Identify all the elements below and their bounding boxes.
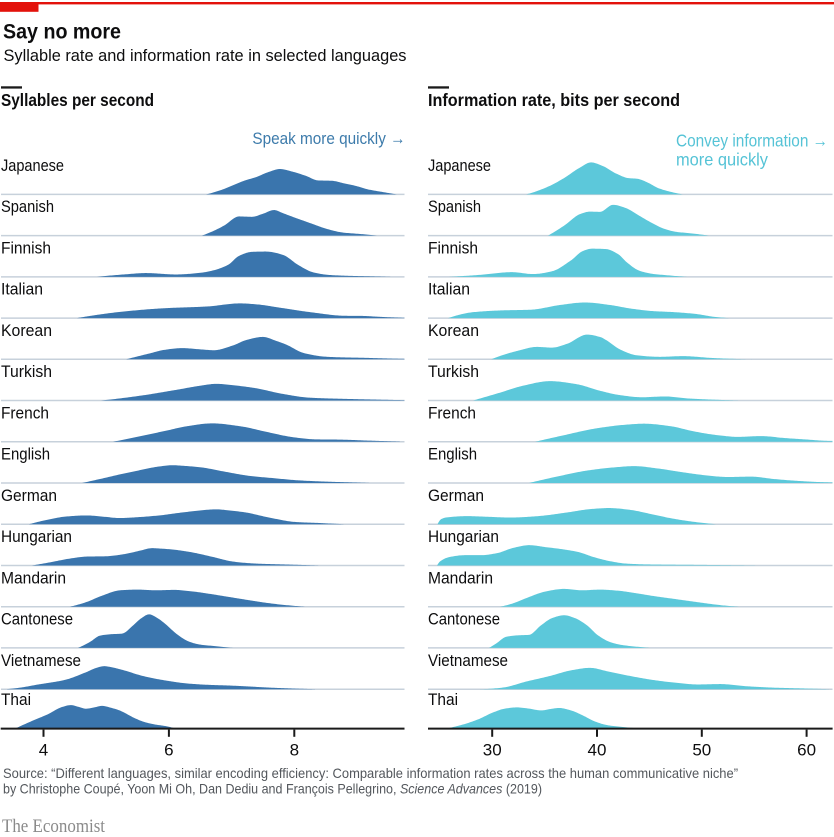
svg-text:English: English <box>428 445 477 464</box>
svg-text:Finnish: Finnish <box>428 239 478 258</box>
svg-text:Korean: Korean <box>428 321 479 340</box>
svg-text:8: 8 <box>290 741 299 760</box>
svg-text:Italian: Italian <box>428 280 470 299</box>
svg-text:Source: “Different languages,: Source: “Different languages, similar en… <box>3 766 738 781</box>
svg-text:by Christophe Coupé, Yoon Mi O: by Christophe Coupé, Yoon Mi Oh, Dan Ded… <box>3 782 542 797</box>
svg-text:Finnish: Finnish <box>1 239 51 258</box>
svg-text:Mandarin: Mandarin <box>1 568 66 587</box>
svg-text:German: German <box>428 486 484 505</box>
svg-text:60: 60 <box>797 741 816 760</box>
svg-text:Italian: Italian <box>1 280 43 299</box>
svg-text:4: 4 <box>39 741 48 760</box>
svg-text:Hungarian: Hungarian <box>428 527 499 546</box>
svg-text:Vietnamese: Vietnamese <box>1 651 81 670</box>
svg-text:40: 40 <box>588 741 607 760</box>
svg-text:Syllables per second: Syllables per second <box>1 90 154 110</box>
svg-text:Cantonese: Cantonese <box>1 610 73 629</box>
svg-text:Hungarian: Hungarian <box>1 527 72 546</box>
svg-text:Thai: Thai <box>428 690 458 709</box>
svg-text:Turkish: Turkish <box>1 362 52 381</box>
svg-text:50: 50 <box>692 741 711 760</box>
svg-text:French: French <box>1 403 49 422</box>
svg-text:Vietnamese: Vietnamese <box>428 651 508 670</box>
svg-text:Japanese: Japanese <box>428 156 491 175</box>
svg-text:English: English <box>1 445 50 464</box>
svg-text:Mandarin: Mandarin <box>428 568 493 587</box>
svg-text:Syllable rate and information: Syllable rate and information rate in se… <box>4 46 407 65</box>
svg-text:Say no more: Say no more <box>3 19 121 43</box>
svg-text:Spanish: Spanish <box>428 197 481 216</box>
svg-text:Korean: Korean <box>1 321 52 340</box>
svg-text:Spanish: Spanish <box>1 197 54 216</box>
svg-text:Japanese: Japanese <box>1 156 64 175</box>
svg-text:German: German <box>1 486 57 505</box>
svg-text:Convey information →: Convey information → <box>676 130 828 150</box>
svg-text:more quickly: more quickly <box>676 150 768 170</box>
svg-text:French: French <box>428 403 476 422</box>
svg-text:The Economist: The Economist <box>2 817 106 837</box>
svg-text:Thai: Thai <box>1 690 31 709</box>
svg-text:6: 6 <box>164 741 173 760</box>
svg-text:30: 30 <box>483 741 502 760</box>
svg-text:Turkish: Turkish <box>428 362 479 381</box>
svg-text:Speak more quickly →: Speak more quickly → <box>252 129 405 148</box>
svg-text:Information rate, bits per sec: Information rate, bits per second <box>428 90 680 110</box>
svg-text:Cantonese: Cantonese <box>428 610 500 629</box>
